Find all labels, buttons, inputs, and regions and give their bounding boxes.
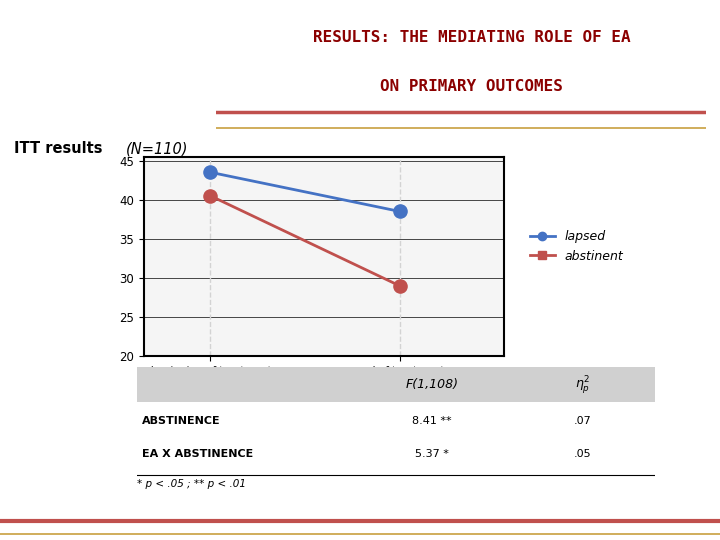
Text: 8.41 **: 8.41 ** — [413, 416, 452, 426]
Text: $\mathit{\eta}^2_p$: $\mathit{\eta}^2_p$ — [575, 374, 590, 396]
Point — [204, 168, 216, 177]
Point — [394, 281, 405, 290]
Text: .05: .05 — [574, 449, 591, 459]
Text: ON PRIMARY OUTCOMES: ON PRIMARY OUTCOMES — [380, 79, 563, 94]
Legend: lapsed, abstinent: lapsed, abstinent — [525, 225, 629, 268]
Text: F(1,108): F(1,108) — [406, 378, 459, 391]
FancyBboxPatch shape — [137, 367, 655, 402]
Point — [394, 207, 405, 216]
Text: (N=110): (N=110) — [126, 141, 189, 156]
Text: .07: .07 — [574, 416, 592, 426]
Text: RESULTS: THE MEDIATING ROLE OF EA: RESULTS: THE MEDIATING ROLE OF EA — [312, 30, 631, 45]
Text: ABSTINENCE: ABSTINENCE — [142, 416, 220, 426]
Text: 5.37 *: 5.37 * — [415, 449, 449, 459]
Text: EA X ABSTINENCE: EA X ABSTINENCE — [142, 449, 253, 459]
Text: * p < .05 ; ** p < .01: * p < .05 ; ** p < .01 — [137, 479, 246, 489]
Point — [204, 192, 216, 200]
Text: ITT results: ITT results — [14, 141, 108, 156]
